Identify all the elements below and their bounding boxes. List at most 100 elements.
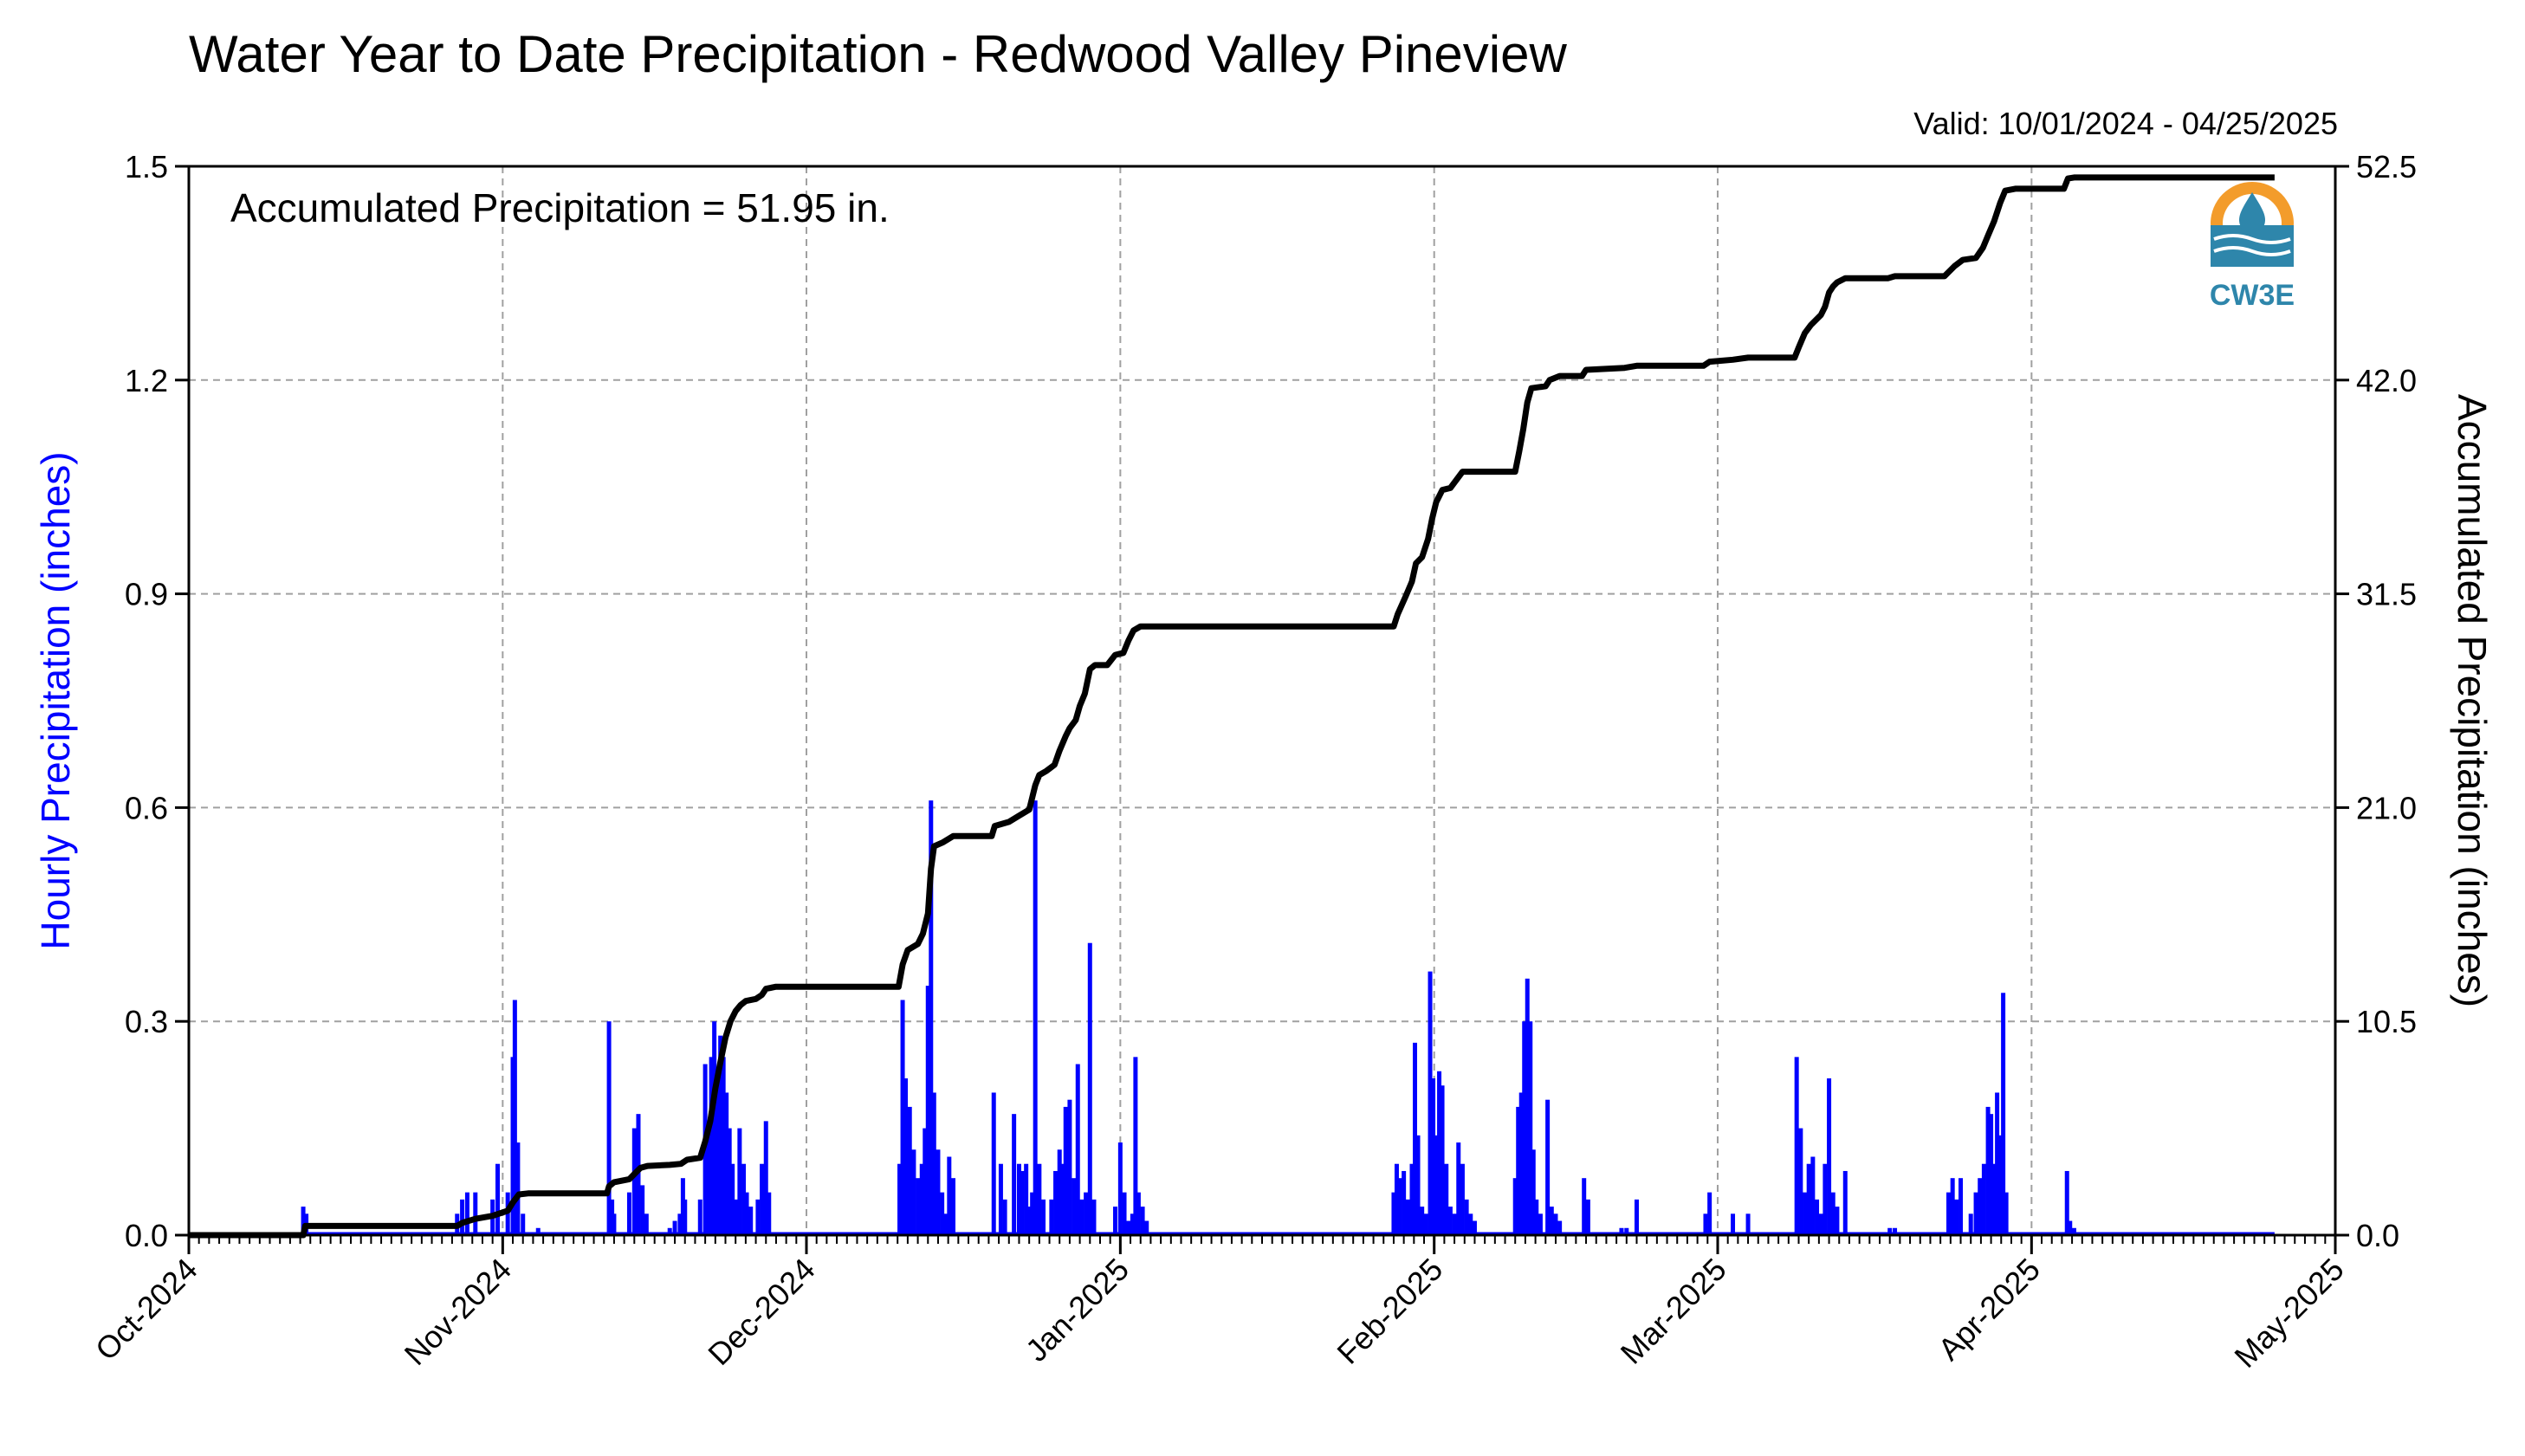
- hourly-bar: [1946, 1192, 1951, 1235]
- hourly-bar: [950, 1178, 955, 1235]
- cw3e-logo: CW3E: [2210, 182, 2295, 312]
- hourly-bar: [2068, 1220, 2073, 1235]
- hourly-bar: [1012, 1114, 1017, 1235]
- hourly-bar: [1437, 1071, 1442, 1235]
- hourly-bar: [1434, 1135, 1439, 1235]
- hourly-bar: [916, 1178, 921, 1235]
- hourly-bar: [1835, 1207, 1840, 1235]
- hourly-bars: [189, 800, 2275, 1235]
- hourly-bar: [606, 1021, 612, 1235]
- x-tick-label: Oct-2024: [88, 1252, 204, 1368]
- hourly-bar: [1133, 1057, 1138, 1235]
- hourly-bar: [755, 1199, 761, 1235]
- hourly-bar: [1444, 1163, 1449, 1235]
- hourly-bar: [1893, 1227, 1898, 1235]
- hourly-bar: [730, 1163, 735, 1235]
- hourly-bar: [1954, 1199, 1959, 1235]
- hourly-bar: [1582, 1178, 1587, 1235]
- hourly-bar: [1144, 1220, 1149, 1235]
- hourly-bar: [1803, 1192, 1808, 1235]
- hourly-bar: [2064, 1170, 2069, 1235]
- hourly-bar: [706, 1128, 711, 1235]
- hourly-bar: [744, 1192, 749, 1235]
- hourly-bar: [733, 1199, 738, 1235]
- accumulated-line: [189, 174, 2275, 1239]
- x-tick-label: Dec-2024: [701, 1252, 821, 1372]
- hourly-bar: [1707, 1192, 1712, 1235]
- hourly-bar: [683, 1199, 688, 1235]
- y-tick-label-left: 1.5: [125, 149, 168, 184]
- hourly-bar: [1405, 1199, 1410, 1235]
- hourly-bar: [1020, 1170, 1025, 1235]
- hourly-bar: [1117, 1142, 1123, 1235]
- hourly-bar: [636, 1114, 641, 1235]
- hourly-bar: [903, 1078, 909, 1235]
- y-tick-label-right: 31.5: [2356, 577, 2417, 612]
- hourly-bar: [1731, 1213, 1736, 1235]
- hourly-bar: [1585, 1199, 1590, 1235]
- chart-title: Water Year to Date Precipitation - Redwo…: [189, 25, 1567, 83]
- hourly-bar: [535, 1227, 541, 1235]
- hourly-bar: [721, 1057, 726, 1235]
- valid-date-range: Valid: 10/01/2024 - 04/25/2025: [1913, 106, 2338, 141]
- hourly-bar: [907, 1106, 912, 1235]
- hourly-bar: [1991, 1163, 1997, 1235]
- hourly-bar: [1968, 1213, 1973, 1235]
- y-tick-label-right: 10.5: [2356, 1004, 2417, 1039]
- hourly-bar: [677, 1213, 683, 1235]
- hourly-bar: [1026, 1207, 1032, 1235]
- x-tick-label: Feb-2025: [1330, 1252, 1449, 1371]
- left-axis-label: Hourly Precipitation (inches): [33, 451, 78, 949]
- hourly-bar: [741, 1163, 747, 1235]
- hourly-bar: [631, 1128, 637, 1235]
- hourly-bar: [1423, 1213, 1428, 1235]
- accumulated-line-layer: [189, 174, 2275, 1239]
- hourly-bar: [929, 800, 934, 1235]
- hourly-bar: [911, 1149, 916, 1235]
- hourly-bar: [1087, 942, 1092, 1235]
- hourly-bar: [947, 1156, 952, 1235]
- hourly-bar: [1806, 1163, 1811, 1235]
- hourly-bar: [1091, 1199, 1097, 1235]
- hourly-bar: [1815, 1199, 1820, 1235]
- hourly-bar: [1391, 1192, 1396, 1235]
- hourly-bar: [1818, 1213, 1823, 1235]
- hourly-bar: [940, 1192, 945, 1235]
- hourly-bar: [1557, 1220, 1563, 1235]
- hourly-bar: [1456, 1142, 1461, 1235]
- hourly-bar: [1447, 1207, 1453, 1235]
- hourly-bar: [1794, 1057, 1799, 1235]
- x-tick-label: Nov-2024: [398, 1252, 518, 1372]
- accumulated-annotation: Accumulated Precipitation = 51.95 in.: [230, 185, 890, 230]
- hourly-bar: [1037, 1163, 1042, 1235]
- hourly-bar: [1063, 1106, 1068, 1235]
- hourly-bar: [1518, 1092, 1524, 1235]
- hourly-bar: [1420, 1207, 1425, 1235]
- hourly-bar: [1703, 1213, 1708, 1235]
- hourly-bar: [1412, 1042, 1417, 1235]
- hourly-bar: [672, 1220, 677, 1235]
- hourly-bar: [1549, 1207, 1554, 1235]
- hourly-bar: [1394, 1163, 1399, 1235]
- hourly-bar: [301, 1207, 306, 1235]
- hourly-bar: [460, 1199, 465, 1235]
- hourly-bar: [521, 1213, 526, 1235]
- hourly-bar: [640, 1185, 645, 1235]
- hourly-bar: [1130, 1213, 1135, 1235]
- y-tick-label-right: 0.0: [2356, 1218, 2399, 1253]
- hourly-bar: [626, 1192, 631, 1235]
- hourly-bar: [1140, 1207, 1145, 1235]
- hourly-bar: [1431, 1078, 1436, 1235]
- hourly-bar: [1053, 1170, 1059, 1235]
- hourly-bar: [1512, 1178, 1518, 1235]
- hourly-bar: [473, 1192, 478, 1235]
- logo-text: CW3E: [2210, 279, 2295, 312]
- hourly-bar: [1024, 1163, 1029, 1235]
- hourly-bar: [1468, 1213, 1473, 1235]
- hourly-bar: [1619, 1227, 1624, 1235]
- hourly-bar: [667, 1227, 672, 1235]
- hourly-bar: [1452, 1213, 1457, 1235]
- hourly-bar: [1072, 1178, 1077, 1235]
- hourly-bar: [1887, 1227, 1893, 1235]
- y-tick-label-left: 0.3: [125, 1004, 168, 1039]
